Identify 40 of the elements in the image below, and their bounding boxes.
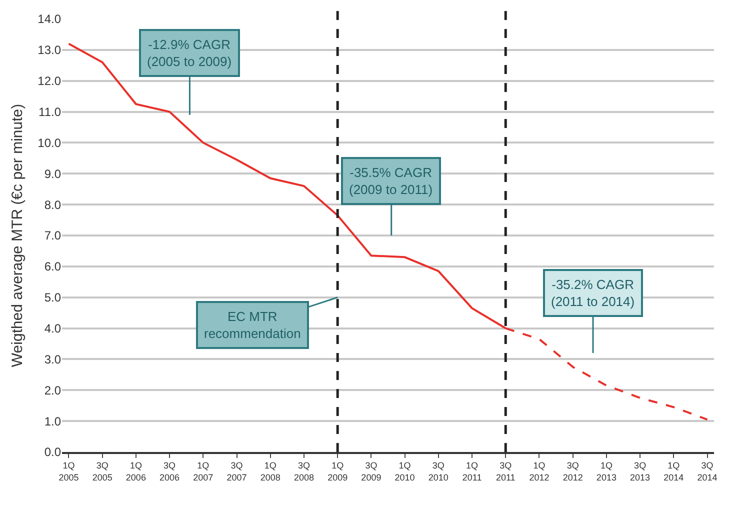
x-tick-label: 3Q 2012 <box>562 460 583 482</box>
y-tick-label: 1.0 <box>44 414 62 428</box>
annotation: -35.2% CAGR (2011 to 2014) <box>551 277 635 309</box>
x-tick-label: 1Q 2008 <box>260 460 280 482</box>
x-tick-label: 1Q 2014 <box>664 460 684 482</box>
y-tick-label: 10.0 <box>38 136 62 150</box>
x-tick-label: 1Q 2012 <box>529 460 550 482</box>
x-tick-label: 3Q 2009 <box>361 460 382 482</box>
y-tick-label: 13.0 <box>38 43 62 58</box>
x-tick-label: 3Q 2008 <box>294 460 314 482</box>
annotation: -12.9% CAGR (2005 to 2009) <box>147 37 232 69</box>
y-tick-label: 8.0 <box>44 198 62 212</box>
y-tick-label: 7.0 <box>44 228 62 243</box>
y-tick-label: 5.0 <box>44 290 62 305</box>
x-tick-label: 3Q 2011 <box>496 460 516 482</box>
y-axis-title: Weigthed average MTR (€c per minute) <box>9 104 26 368</box>
x-tick-label: 3Q 2010 <box>428 460 448 482</box>
y-tick-label: 2.0 <box>44 383 62 398</box>
x-tick-label: 3Q 2007 <box>226 460 247 482</box>
x-tick-label: 1Q 2010 <box>394 460 415 482</box>
y-tick-label: 6.0 <box>44 260 62 274</box>
y-tick-label: 3.0 <box>44 352 62 366</box>
x-tick-label: 1Q 2005 <box>58 460 79 482</box>
x-tick-label: 3Q 2006 <box>160 460 180 482</box>
x-tick-label: 3Q 2013 <box>630 460 650 482</box>
annotation: -35.5% CAGR (2009 to 2011) <box>349 165 433 197</box>
y-tick-label: 14.0 <box>38 12 62 26</box>
y-tick-label: 12.0 <box>38 74 62 88</box>
x-tick-label: 1Q 2007 <box>193 460 214 482</box>
annotation: EC MTR recommendation <box>204 309 301 341</box>
x-tick-label: 3Q 2005 <box>92 460 112 482</box>
x-tick-label: 1Q 2013 <box>596 460 616 482</box>
x-tick-label: 1Q 2009 <box>328 460 348 482</box>
y-tick-label: 11.0 <box>38 104 62 119</box>
x-tick-label: 1Q 2006 <box>126 460 146 482</box>
x-tick-label: 1Q 2011 <box>462 460 482 482</box>
y-tick-label: 4.0 <box>44 321 62 336</box>
y-tick-label: 9.0 <box>44 166 62 181</box>
y-tick-label: 0.0 <box>44 445 62 460</box>
x-tick-label: 3Q 2014 <box>697 460 718 482</box>
